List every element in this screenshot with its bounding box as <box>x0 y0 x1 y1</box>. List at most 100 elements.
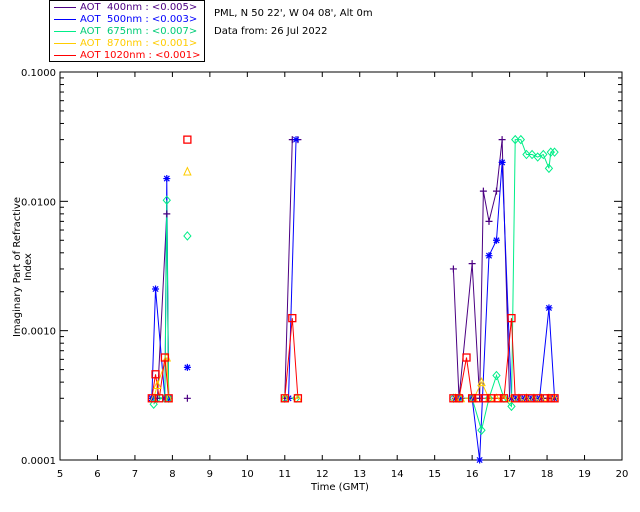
legend-item-400: AOT 400nm : <0.005> <box>54 2 197 14</box>
x-tick-label: 16 <box>466 469 479 480</box>
aot-675nm-point <box>149 399 158 409</box>
aot-870nm-point <box>153 379 162 390</box>
y-tick-label: 0.0100 <box>21 197 56 208</box>
legend-item-500: AOT 500nm : <0.003> <box>54 14 197 26</box>
x-tick-label: 13 <box>353 469 366 480</box>
aot-1020nm-point <box>541 394 550 403</box>
aot-400nm-point <box>492 187 500 195</box>
aot-400nm-point <box>183 394 191 402</box>
x-tick-label: 17 <box>503 469 516 480</box>
legend-label-500: AOT 500nm : <0.003> <box>80 14 198 25</box>
x-tick-label: 14 <box>391 469 404 480</box>
aot-500nm-point <box>152 285 160 293</box>
aot-1020nm-point <box>449 394 458 403</box>
x-tick-label: 5 <box>57 469 63 480</box>
legend-swatch-675 <box>54 30 76 32</box>
aot-1020nm-point <box>160 353 170 362</box>
x-tick-label: 18 <box>541 469 554 480</box>
date-info: Data from: 26 Jul 2022 <box>214 26 328 37</box>
aot-400nm-point <box>449 265 457 273</box>
x-tick-label: 10 <box>241 469 254 480</box>
aot-675nm-point <box>533 152 542 162</box>
legend-label-1020: AOT 1020nm : <0.001> <box>80 50 201 61</box>
aot-1020nm-line <box>453 318 555 399</box>
aot-1020nm-point <box>155 394 164 403</box>
aot-500nm-point <box>457 394 465 402</box>
aot-1020nm-point <box>550 394 559 403</box>
legend-item-675: AOT 675nm : <0.007> <box>54 26 197 38</box>
legend-label-675: AOT 675nm : <0.007> <box>80 26 198 37</box>
aot-675nm-point <box>162 195 171 205</box>
aot-675nm-point <box>516 134 526 145</box>
aot-1020nm-point <box>183 135 192 144</box>
x-tick-label: 15 <box>428 469 441 480</box>
y-tick-label: 0.0001 <box>21 456 56 467</box>
aot-675nm-point <box>522 149 531 160</box>
aot-500nm-point <box>492 236 500 244</box>
aot-1020nm-point <box>494 394 503 403</box>
legend-swatch-400 <box>54 6 76 8</box>
aot-400nm-point <box>163 210 171 218</box>
legend-swatch-870 <box>54 42 76 44</box>
x-tick-label: 6 <box>94 469 100 480</box>
aot-400nm-line <box>452 139 555 399</box>
aot-1020nm-point <box>499 394 509 403</box>
aot-675nm-point <box>477 425 486 435</box>
aot-675nm-point <box>527 149 537 160</box>
aot-675nm-point <box>539 149 548 160</box>
legend-item-1020: AOT 1020nm : <0.001> <box>54 50 200 62</box>
aot-1020nm-point <box>293 394 303 403</box>
x-tick-label: 20 <box>616 469 629 480</box>
aot-675nm-point <box>544 163 554 174</box>
site-info: PML, N 50 22', W 04 08', Alt 0m <box>214 8 373 19</box>
aot-1020nm-point <box>481 394 490 403</box>
legend-item-870: AOT 870nm : <0.001> <box>54 38 197 50</box>
x-tick-label: 7 <box>132 469 138 480</box>
aot-870nm-point <box>477 376 486 387</box>
y-tick-label: 0.1000 <box>21 68 56 79</box>
aot-870nm-line <box>153 357 170 399</box>
aot-675nm-point <box>511 134 520 145</box>
aot-500nm-point <box>476 456 484 464</box>
aot-400nm-line <box>284 139 298 399</box>
aot-1020nm-point <box>454 394 464 403</box>
aot-1020nm-point <box>288 313 297 323</box>
aot-675nm-point <box>492 370 501 381</box>
aot-870nm-point <box>183 166 192 176</box>
aot-500nm-point <box>292 136 300 144</box>
aot-675nm-point <box>546 147 555 157</box>
aot-500nm-point <box>183 363 191 371</box>
plot-frame <box>59 71 623 461</box>
aot-500nm-point <box>545 304 553 312</box>
aot-1020nm-point <box>467 394 477 403</box>
x-tick-label: 19 <box>578 469 591 480</box>
aot-400nm-point <box>498 136 506 144</box>
aot-675nm-point <box>183 231 192 241</box>
legend-label-400: AOT 400nm : <0.005> <box>80 2 198 13</box>
aot-675nm-point <box>550 147 559 157</box>
aot-500nm-line <box>288 139 297 399</box>
aot-400nm-point <box>479 187 487 195</box>
legend-swatch-500 <box>54 18 76 20</box>
aot-1020nm-point <box>462 353 471 362</box>
x-tick-label: 9 <box>207 469 213 480</box>
x-tick-label: 12 <box>316 469 329 480</box>
x-axis-label: Time (GMT) <box>311 482 369 493</box>
aot-400nm-point <box>468 260 476 268</box>
aot-675nm-point <box>507 401 516 412</box>
aot-1020nm-point <box>507 313 516 323</box>
aot-1020nm-line <box>284 318 299 399</box>
y-axis-label: Imaginary Part of Refractive Index <box>12 196 34 338</box>
aot-500nm-point <box>498 158 506 166</box>
aot-500nm-point <box>163 175 171 183</box>
aot-400nm-point <box>485 217 493 225</box>
legend: AOT 400nm : <0.005> AOT 500nm : <0.003> … <box>49 0 205 62</box>
aot-1020nm-point <box>280 394 289 403</box>
x-tick-label: 11 <box>278 469 291 480</box>
aot-1020nm-point <box>151 370 160 379</box>
x-tick-label: 8 <box>169 469 175 480</box>
legend-label-870: AOT 870nm : <0.001> <box>80 38 198 49</box>
aot-500nm-point <box>485 252 493 260</box>
aot-1020nm-point <box>164 394 173 403</box>
